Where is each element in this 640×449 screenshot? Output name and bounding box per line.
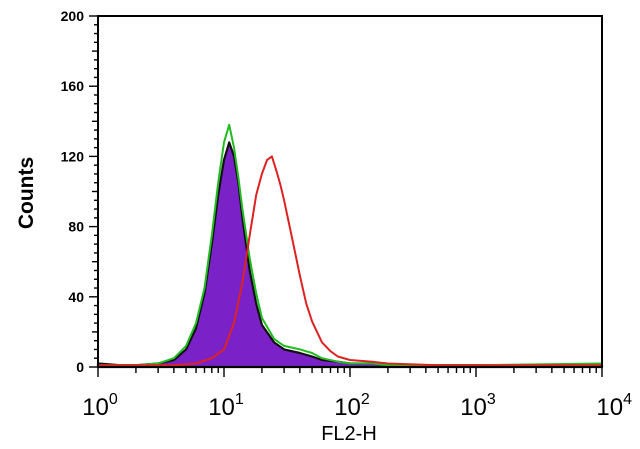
series-layer <box>96 123 604 369</box>
y-axis-ticks: 0 40 80 120 160 200 <box>61 8 98 375</box>
y-tick-label: 0 <box>76 359 84 375</box>
y-tick-label: 40 <box>68 289 84 305</box>
y-tick-label: 80 <box>68 219 84 235</box>
x-axis-ticks: 100 101 102 103 104 <box>82 367 632 421</box>
y-axis-title: Counts <box>15 157 38 229</box>
series-2-outline-histogram <box>98 123 603 367</box>
y-tick-label: 160 <box>61 78 85 94</box>
y-tick-label: 120 <box>61 148 85 164</box>
x-tick-label: 101 <box>208 391 244 421</box>
x-tick-label: 100 <box>82 391 118 421</box>
x-tick-label: 102 <box>334 391 370 421</box>
x-tick-label: 103 <box>460 391 496 421</box>
series-3-outline-histogram <box>98 155 602 367</box>
series-1-filled-histogram <box>96 141 604 369</box>
y-tick-label: 200 <box>61 8 85 24</box>
plot-frame <box>97 15 603 368</box>
x-axis-title: FL2-H <box>321 423 377 445</box>
x-tick-label: 104 <box>596 391 632 421</box>
